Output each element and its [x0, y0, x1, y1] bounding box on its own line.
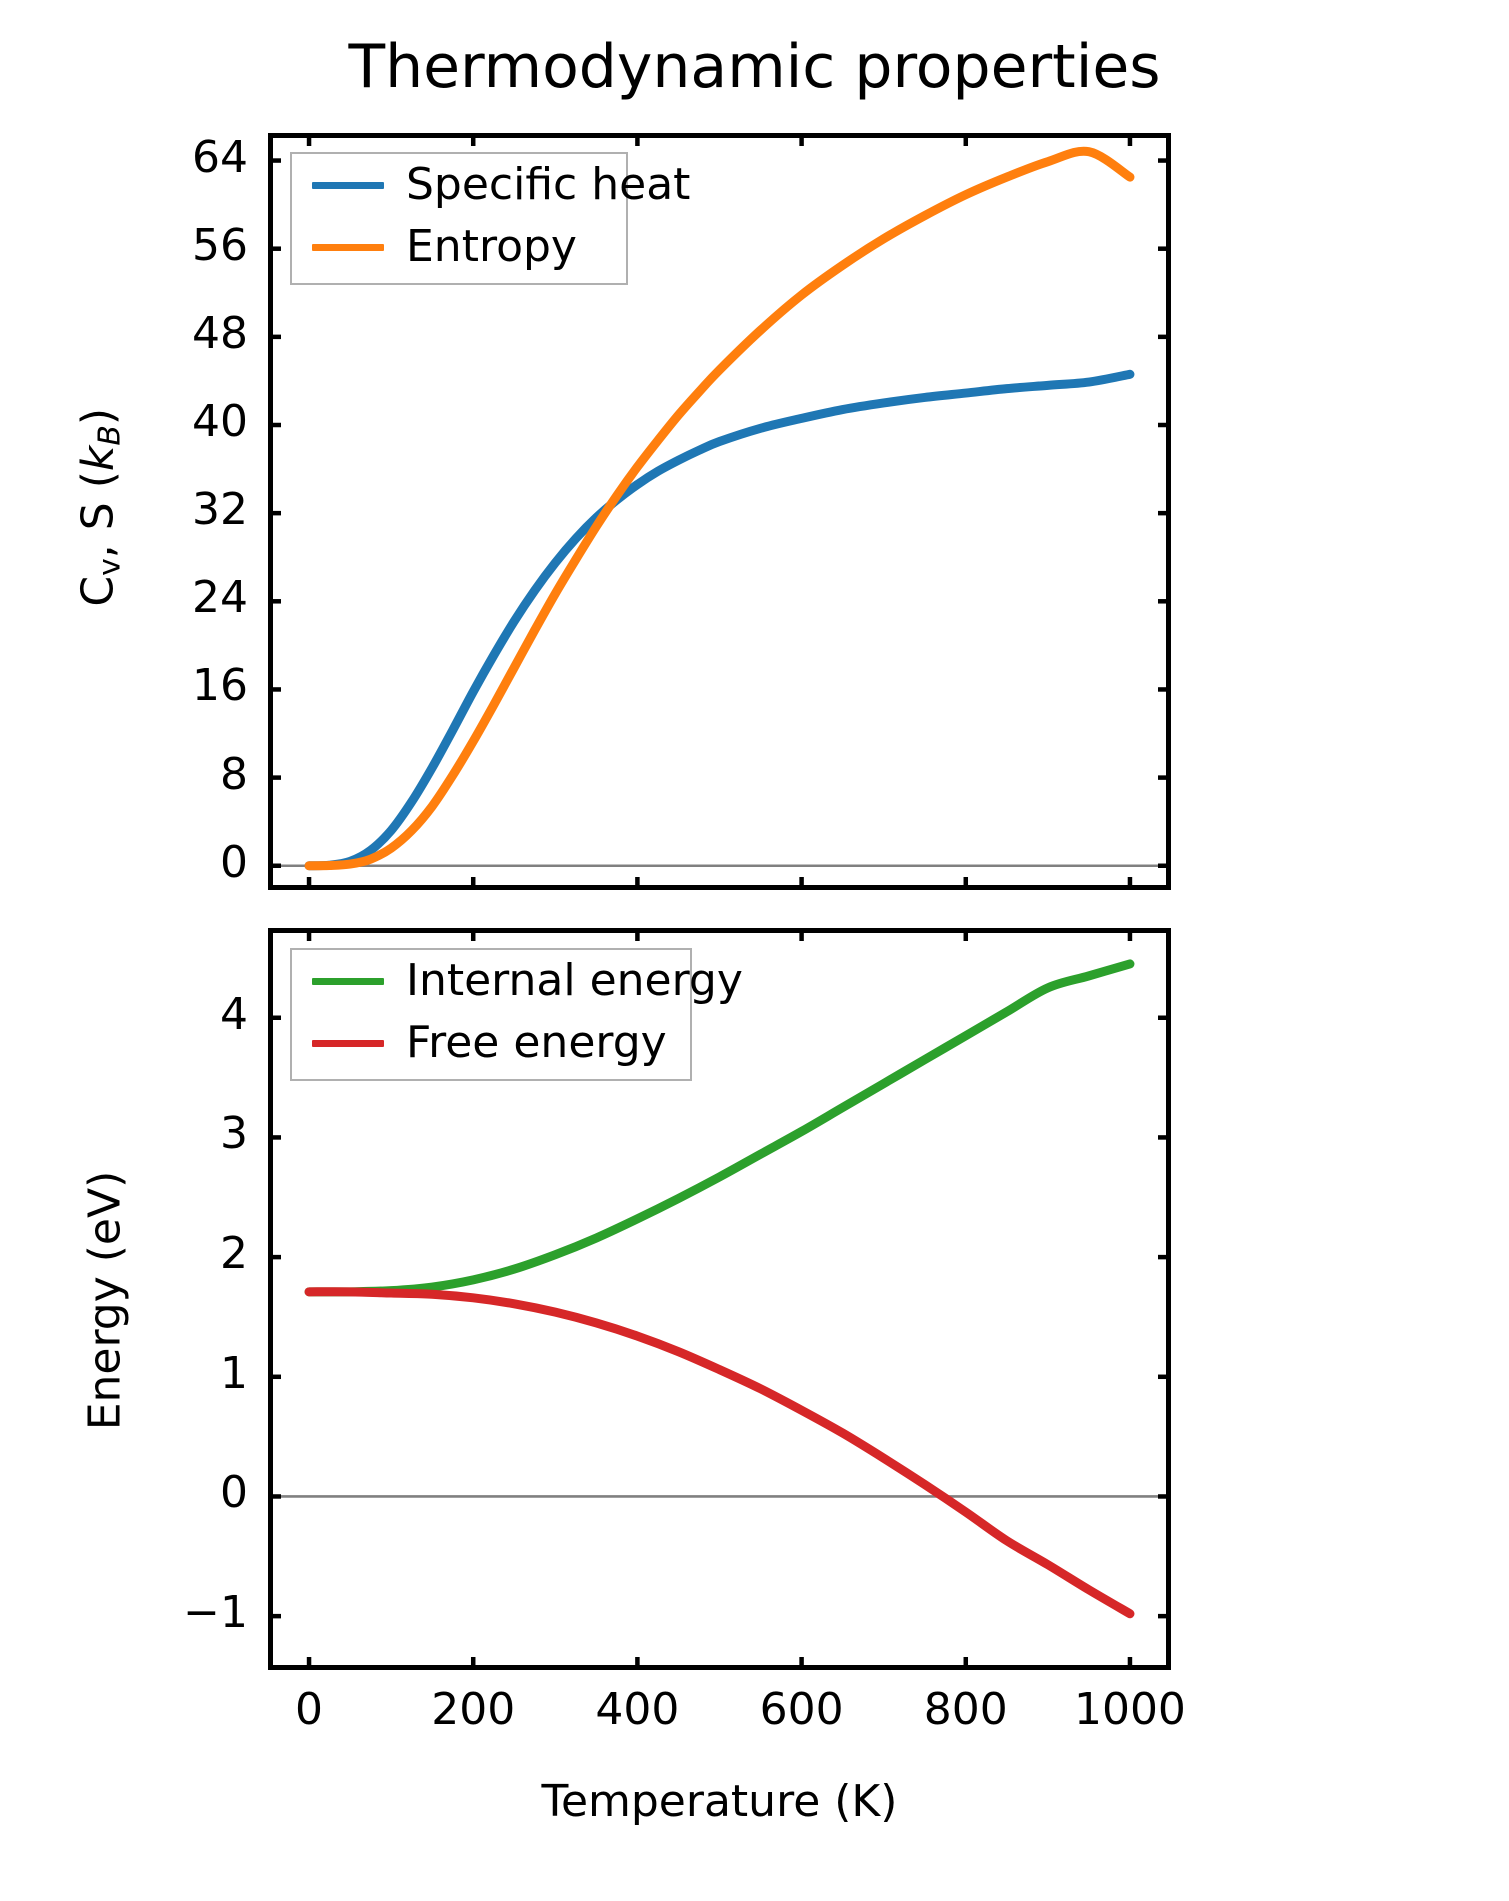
bottom-y-tick-label: 3 [220, 1108, 248, 1160]
legend-color-swatch [312, 1039, 384, 1047]
x-tick-label: 0 [295, 1684, 324, 1735]
top-axes-panel [268, 133, 1171, 890]
legend-label: Specific heat [406, 159, 691, 210]
bottom-ylabel: Energy (eV) [80, 1101, 131, 1501]
top-y-tick-label: 48 [192, 307, 248, 359]
bottom-y-tick-label: −1 [183, 1587, 248, 1639]
x-tick-label: 1000 [1073, 1684, 1186, 1735]
legend-color-swatch [312, 181, 384, 189]
bottom-legend-item: Free energy [292, 1012, 690, 1074]
top-y-tick-label: 64 [192, 131, 248, 183]
bottom-legend: Internal energy Free energy [290, 948, 743, 1081]
top-y-tick-label: 8 [220, 748, 248, 800]
bottom-axes-panel [268, 928, 1171, 1670]
x-tick-label: 400 [595, 1684, 680, 1735]
figure-title: Thermodynamic properties [348, 32, 1161, 102]
top-legend-item: Specific heat [292, 154, 690, 216]
legend-label: Entropy [406, 221, 577, 272]
top-plot-svg [268, 133, 1171, 890]
bottom-plot-svg [268, 928, 1171, 1670]
top-y-tick-label: 56 [192, 219, 248, 271]
top-y-tick-label: 16 [192, 660, 248, 712]
bottom-y-tick-label: 0 [220, 1467, 248, 1519]
bottom-y-tick-label: 4 [220, 988, 248, 1040]
top-y-tick-label: 40 [192, 396, 248, 447]
top-legend-item: Entropy [292, 216, 626, 278]
x-tick-label: 200 [431, 1684, 516, 1735]
top-y-tick-label: 0 [220, 836, 248, 888]
legend-color-swatch [312, 977, 384, 985]
bottom-legend-item: Internal energy [292, 950, 743, 1012]
x-tick-label: 800 [923, 1684, 1008, 1735]
legend-label: Internal energy [406, 955, 743, 1006]
legend-label: Free energy [406, 1017, 667, 1068]
top-y-tick-label: 32 [192, 484, 248, 536]
x-tick-label: 600 [759, 1684, 844, 1735]
top-y-tick-label: 24 [192, 572, 248, 624]
legend-color-swatch [312, 243, 384, 251]
top-legend: Specific heat Entropy [290, 152, 690, 285]
bottom-y-tick-label: 1 [220, 1347, 248, 1399]
x-axis-label: Temperature (K) [541, 1776, 898, 1827]
bottom-y-tick-label: 2 [220, 1228, 248, 1280]
